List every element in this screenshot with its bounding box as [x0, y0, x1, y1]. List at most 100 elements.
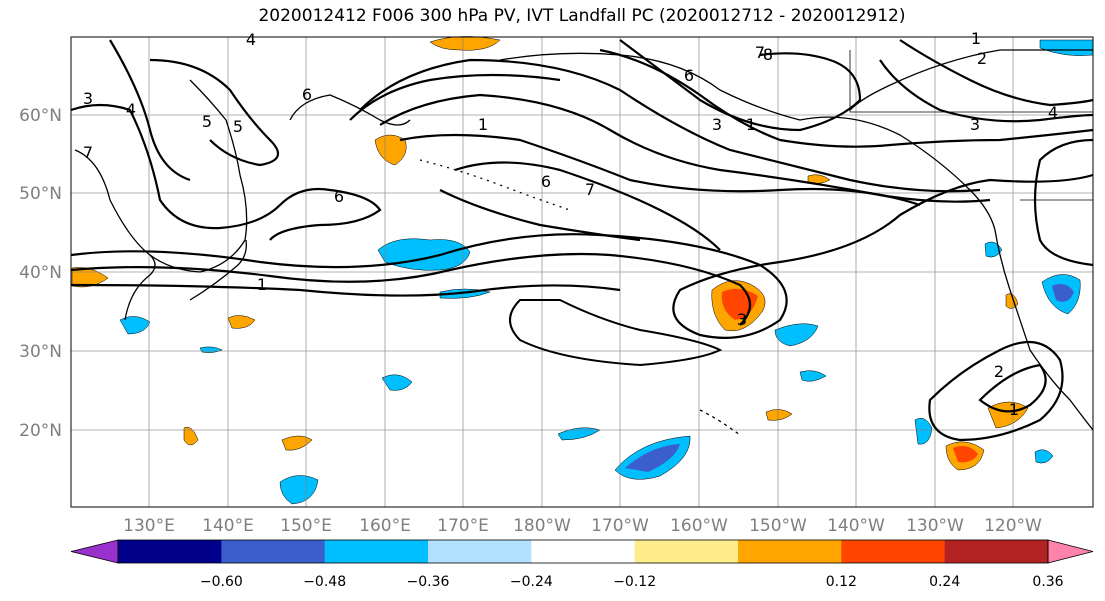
- longitude-label: 180°W: [513, 516, 571, 536]
- pv-contour-label: 3: [712, 115, 722, 134]
- pv-contour-label: 4: [1048, 103, 1058, 122]
- positive-anomaly: [281, 435, 313, 451]
- colorbar-segment: [841, 540, 946, 563]
- pv-contour-2: [70, 283, 621, 297]
- longitude-label: 170°E: [437, 516, 489, 536]
- negative-anomaly: [119, 316, 151, 335]
- pv-contour-label: 1: [971, 29, 981, 48]
- latitude-label: 40°N: [19, 263, 62, 283]
- pv-contour-label: 5: [233, 117, 243, 136]
- negative-anomaly: [279, 475, 319, 505]
- positive-anomaly-core: [953, 446, 978, 463]
- pv-contour-1b: [70, 252, 752, 326]
- longitude-label: 150°E: [280, 516, 332, 536]
- negative-anomaly: [381, 374, 413, 391]
- longitude-label: 160°E: [359, 516, 411, 536]
- pv-contour-label: 6: [684, 66, 694, 85]
- map-frame: [70, 36, 1094, 508]
- pv-contour-label: 4: [246, 30, 256, 49]
- pv-contour-5: [399, 133, 921, 207]
- longitude-label: 140°W: [827, 516, 885, 536]
- map-title: 2020012412 F006 300 hPa PV, IVT Landfall…: [258, 6, 906, 26]
- colorbar-tick-label: 0.24: [929, 574, 960, 590]
- negative-anomaly: [914, 418, 933, 445]
- latitude-label: 20°N: [19, 421, 62, 441]
- longitude-label: 140°E: [202, 516, 254, 536]
- positive-anomaly: [183, 427, 199, 446]
- pv-contour-4b: [109, 39, 191, 182]
- colorbar-segment: [118, 540, 222, 563]
- colorbar-tick-label: −0.36: [407, 574, 450, 590]
- coastlines: [74, 49, 1094, 436]
- pv-contour-label: 5: [202, 112, 212, 131]
- longitude-labels: 130°E 140°E 150°E 160°E 170°E 180°W 170°W 160°W…: [123, 516, 1042, 536]
- pv-contour-label: 6: [302, 85, 312, 104]
- korea-coast: [124, 254, 156, 321]
- pv-contour-1: [70, 173, 1094, 339]
- colorbar-segment: [324, 540, 429, 563]
- pv-contour-3b: [509, 299, 723, 367]
- negative-anomaly-core: [1052, 284, 1074, 302]
- positive-anomaly: [374, 134, 407, 166]
- positive-anomaly: [227, 315, 256, 329]
- longitude-label: 130°W: [906, 516, 964, 536]
- colorbar-extend-low: [70, 539, 119, 564]
- colorbar-tick-label: 0.36: [1032, 574, 1063, 590]
- colorbar-tick-labels: −0.60−0.48−0.36−0.24−0.120.120.240.360.4…: [200, 574, 1064, 590]
- pv-contour-2d: [928, 340, 1064, 442]
- latitude-labels: 60°N 50°N 40°N 30°N 20°N: [19, 106, 62, 441]
- pv-contour-2c: [899, 39, 1094, 107]
- colorbar-segment: [221, 540, 326, 563]
- pv-contour-label: 3: [970, 115, 980, 134]
- latitude-label: 30°N: [19, 342, 62, 362]
- graticule: [71, 37, 1093, 507]
- pv-contour-label: 1: [257, 275, 267, 294]
- longitude-label: 160°W: [670, 516, 728, 536]
- pv-contour-8b: [619, 39, 862, 132]
- north-america-coast: [499, 52, 1094, 431]
- latitude-label: 50°N: [19, 184, 62, 204]
- colorbar-tick-label: −0.48: [303, 574, 346, 590]
- pv-contour-label: 1: [478, 115, 488, 134]
- pv-contour-3: [439, 189, 641, 242]
- pv-contour-label: 4: [126, 100, 136, 119]
- pv-contour-label: 7: [83, 143, 93, 162]
- colorbar-segment: [738, 540, 842, 563]
- pv-contour-8: [599, 48, 1094, 148]
- pv-contour-1d: [978, 363, 1047, 413]
- negative-anomaly: [1034, 449, 1054, 464]
- colorbar-segment: [944, 540, 1049, 563]
- pv-contour-4: [454, 161, 721, 251]
- pv-contour-label: 1: [746, 115, 756, 134]
- kamchatka-coast: [289, 94, 411, 126]
- pv-contour-label: 3: [83, 89, 93, 108]
- pv-contour-3c: [879, 59, 1094, 123]
- pv-contour-6b: [70, 103, 382, 241]
- positive-anomaly: [987, 401, 1029, 429]
- negative-anomaly: [774, 323, 819, 347]
- longitude-label: 150°W: [749, 516, 807, 536]
- pv-contours: [70, 39, 1094, 442]
- pv-contour-6c: [349, 73, 561, 121]
- pv-contour-5b: [149, 58, 280, 167]
- pv-contour-label: 2: [994, 362, 1004, 381]
- hawaii-islands: [699, 409, 741, 436]
- pv-contour-label: 3: [737, 310, 747, 329]
- colorbar: [70, 539, 1094, 564]
- japan-coast: [189, 239, 247, 301]
- colorbar-segment: [531, 540, 636, 563]
- colorbar-tick-label: 0.12: [826, 574, 857, 590]
- colorbar-segment: [634, 540, 739, 563]
- colorbar-tick-label: −0.60: [200, 574, 243, 590]
- pv-contour-label: 6: [334, 187, 344, 206]
- negative-anomaly-core: [625, 444, 680, 472]
- longitude-label: 120°W: [984, 516, 1042, 536]
- colorbar-extend-high: [1047, 539, 1094, 564]
- colorbar-tick-label: −0.12: [613, 574, 656, 590]
- canada-coast: [849, 49, 1093, 111]
- pv-contour-label: 6: [541, 172, 551, 191]
- pv-contour-label: 2: [977, 49, 987, 68]
- negative-anomaly: [799, 370, 827, 382]
- pv-contour-6: [359, 58, 981, 193]
